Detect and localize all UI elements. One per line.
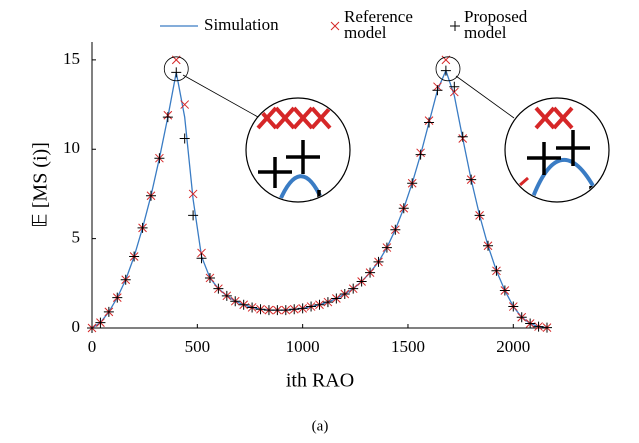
proposed-marker [280, 305, 291, 316]
proposed-marker [204, 272, 215, 283]
proposed-marker [331, 293, 342, 304]
proposed-marker [289, 304, 300, 315]
proposed-marker [424, 117, 435, 128]
proposed-marker [162, 112, 173, 123]
proposed-marker [533, 321, 544, 332]
proposed-marker [457, 131, 468, 142]
proposed-marker [415, 149, 426, 160]
reference-marker [197, 248, 206, 258]
proposed-marker [129, 251, 140, 262]
proposed-marker [407, 178, 418, 189]
proposed-marker [154, 153, 165, 164]
proposed-marker [112, 292, 123, 303]
proposed-marker [137, 222, 148, 233]
zoom-marker [163, 56, 189, 82]
proposed-marker [272, 305, 283, 316]
proposed-marker [339, 289, 350, 300]
y-tick-label: 15 [63, 49, 80, 68]
proposed-marker [263, 305, 274, 316]
proposed-marker [365, 267, 376, 278]
x-tick-label: 0 [88, 337, 97, 356]
legend-label: Simulation [204, 15, 279, 34]
proposed-marker [466, 174, 477, 185]
proposed-marker [238, 299, 249, 310]
inset-left [247, 99, 349, 201]
y-tick-label: 0 [72, 317, 81, 336]
proposed-marker [179, 133, 190, 144]
proposed-marker [356, 276, 367, 287]
x-tick-label: 2000 [496, 337, 530, 356]
proposed-marker [449, 81, 460, 92]
proposed-marker [230, 296, 241, 307]
proposed-marker [188, 210, 199, 221]
x-axis-label: ith RAO [286, 370, 354, 392]
proposed-marker [306, 301, 317, 312]
legend-label: Reference model [344, 7, 413, 42]
caption: (a) [312, 418, 329, 434]
proposed-marker [542, 322, 552, 333]
proposed-marker [432, 85, 443, 96]
proposed-marker [516, 312, 527, 323]
legend-label: Proposed model [464, 7, 528, 42]
proposed-marker [213, 283, 224, 294]
legend-marker [330, 21, 340, 31]
zoom-marker [435, 56, 461, 82]
x-tick-label: 1500 [391, 337, 425, 356]
proposed-marker [440, 65, 451, 76]
y-tick-label: 10 [63, 138, 80, 157]
reference-marker [449, 87, 459, 97]
proposed-marker [120, 274, 131, 285]
proposed-marker [95, 317, 106, 328]
proposed-marker [398, 203, 409, 214]
proposed-marker [491, 265, 502, 276]
x-tick-label: 500 [185, 337, 211, 356]
proposed-marker [297, 303, 308, 314]
reference-marker [188, 189, 198, 199]
proposed-marker [483, 240, 494, 251]
inset-right [506, 99, 608, 201]
proposed-marker [474, 210, 485, 221]
y-axis-label: 𝔼 [MS (i)] [30, 142, 52, 228]
y-tick-label: 5 [72, 228, 81, 247]
proposed-marker [103, 306, 114, 317]
proposed-marker [87, 323, 97, 333]
proposed-marker [348, 283, 359, 294]
proposed-marker [322, 297, 333, 308]
proposed-marker [247, 302, 258, 313]
zoom-insets [182, 74, 610, 203]
legend-marker [450, 21, 460, 31]
proposed-marker [255, 304, 266, 315]
proposed-marker [381, 242, 392, 253]
proposed-marker [145, 190, 156, 201]
proposed-marker [499, 285, 510, 296]
proposed-marker [221, 290, 232, 301]
proposed-marker [171, 67, 182, 78]
reference-marker [180, 100, 190, 109]
proposed-marker [390, 224, 401, 235]
proposed-marker [525, 318, 536, 329]
proposed-marker [196, 253, 207, 264]
proposed-marker [314, 299, 325, 310]
inset-connector [182, 74, 259, 118]
proposed-marker [373, 256, 384, 267]
proposed-marker [508, 301, 519, 312]
x-tick-label: 1000 [286, 337, 320, 356]
inset-connector [455, 75, 515, 119]
